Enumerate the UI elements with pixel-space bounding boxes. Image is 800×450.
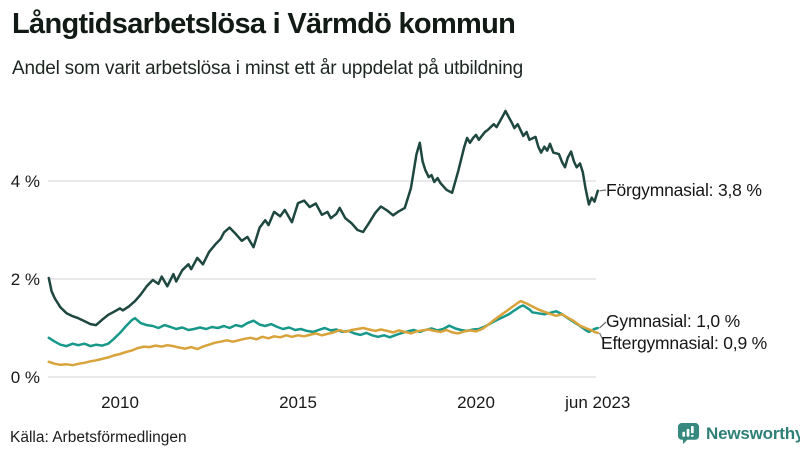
chart-title: Långtidsarbetslösa i Värmdö kommun bbox=[12, 8, 516, 40]
series-line-forgymnasial bbox=[47, 109, 600, 327]
x-tick-label: 2020 bbox=[457, 393, 495, 412]
series-line-eftergymnasial bbox=[47, 299, 600, 367]
series-end-label-forgymnasial: Förgymnasial: 3,8 % bbox=[606, 180, 762, 200]
y-tick-label: 4 % bbox=[11, 172, 40, 191]
label-connector-gymnasial bbox=[599, 321, 607, 329]
newsworthy-wordmark: Newsworthy bbox=[706, 423, 800, 443]
x-tick-label: jun 2023 bbox=[564, 393, 630, 412]
label-connector-eftergymnasial bbox=[598, 332, 605, 343]
line-chart: 0 % 2 % 4 % 2010 2015 2020 jun 2023 bbox=[11, 109, 630, 412]
series-end-label-gymnasial: Gymnasial: 1,0 % bbox=[606, 311, 740, 331]
newsworthy-bar-chart-bubble-icon bbox=[677, 422, 700, 445]
newsworthy-logo[interactable]: Newsworthy bbox=[677, 422, 800, 445]
label-connector-forgymnasial bbox=[599, 189, 607, 192]
series-line-gymnasial bbox=[47, 304, 600, 348]
x-tick-label: 2010 bbox=[101, 393, 139, 412]
chart-subtitle: Andel som varit arbetslösa i minst ett å… bbox=[12, 58, 524, 79]
x-tick-label: 2015 bbox=[279, 393, 317, 412]
source-note: Källa: Arbetsförmedlingen bbox=[10, 429, 187, 446]
series-end-label-eftergymnasial: Eftergymnasial: 0,9 % bbox=[601, 333, 768, 353]
y-tick-label: 2 % bbox=[11, 270, 40, 289]
y-tick-label: 0 % bbox=[11, 368, 40, 387]
